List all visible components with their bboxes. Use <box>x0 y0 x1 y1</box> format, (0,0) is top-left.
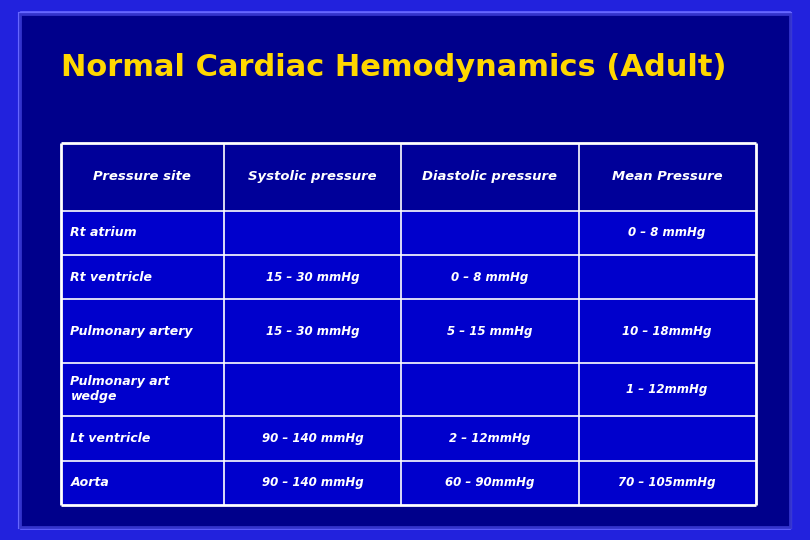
Text: 10 – 18mmHg: 10 – 18mmHg <box>622 325 712 338</box>
Text: 5 – 15 mmHg: 5 – 15 mmHg <box>447 325 533 338</box>
Bar <box>61 143 756 211</box>
Text: 70 – 105mmHg: 70 – 105mmHg <box>618 476 716 489</box>
Text: Rt atrium: Rt atrium <box>70 226 137 239</box>
Text: 0 – 8 mmHg: 0 – 8 mmHg <box>629 226 706 239</box>
Text: 60 – 90mmHg: 60 – 90mmHg <box>446 476 535 489</box>
Text: 15 – 30 mmHg: 15 – 30 mmHg <box>266 271 360 284</box>
Text: 90 – 140 mmHg: 90 – 140 mmHg <box>262 432 364 445</box>
Text: 2 – 12mmHg: 2 – 12mmHg <box>450 432 531 445</box>
Text: 1 – 12mmHg: 1 – 12mmHg <box>626 383 708 396</box>
Text: 90 – 140 mmHg: 90 – 140 mmHg <box>262 476 364 489</box>
Text: Normal Cardiac Hemodynamics (Adult): Normal Cardiac Hemodynamics (Adult) <box>61 53 727 82</box>
Text: Lt ventricle: Lt ventricle <box>70 432 151 445</box>
Text: Pulmonary artery: Pulmonary artery <box>70 325 193 338</box>
Text: Systolic pressure: Systolic pressure <box>249 171 377 184</box>
Text: Mean Pressure: Mean Pressure <box>612 171 723 184</box>
Text: Aorta: Aorta <box>70 476 109 489</box>
Text: Pressure site: Pressure site <box>93 171 191 184</box>
Text: 0 – 8 mmHg: 0 – 8 mmHg <box>451 271 529 284</box>
Text: 15 – 30 mmHg: 15 – 30 mmHg <box>266 325 360 338</box>
Bar <box>61 143 756 505</box>
Text: Pulmonary art
wedge: Pulmonary art wedge <box>70 375 170 403</box>
Text: Diastolic pressure: Diastolic pressure <box>422 171 557 184</box>
Text: Rt ventricle: Rt ventricle <box>70 271 152 284</box>
